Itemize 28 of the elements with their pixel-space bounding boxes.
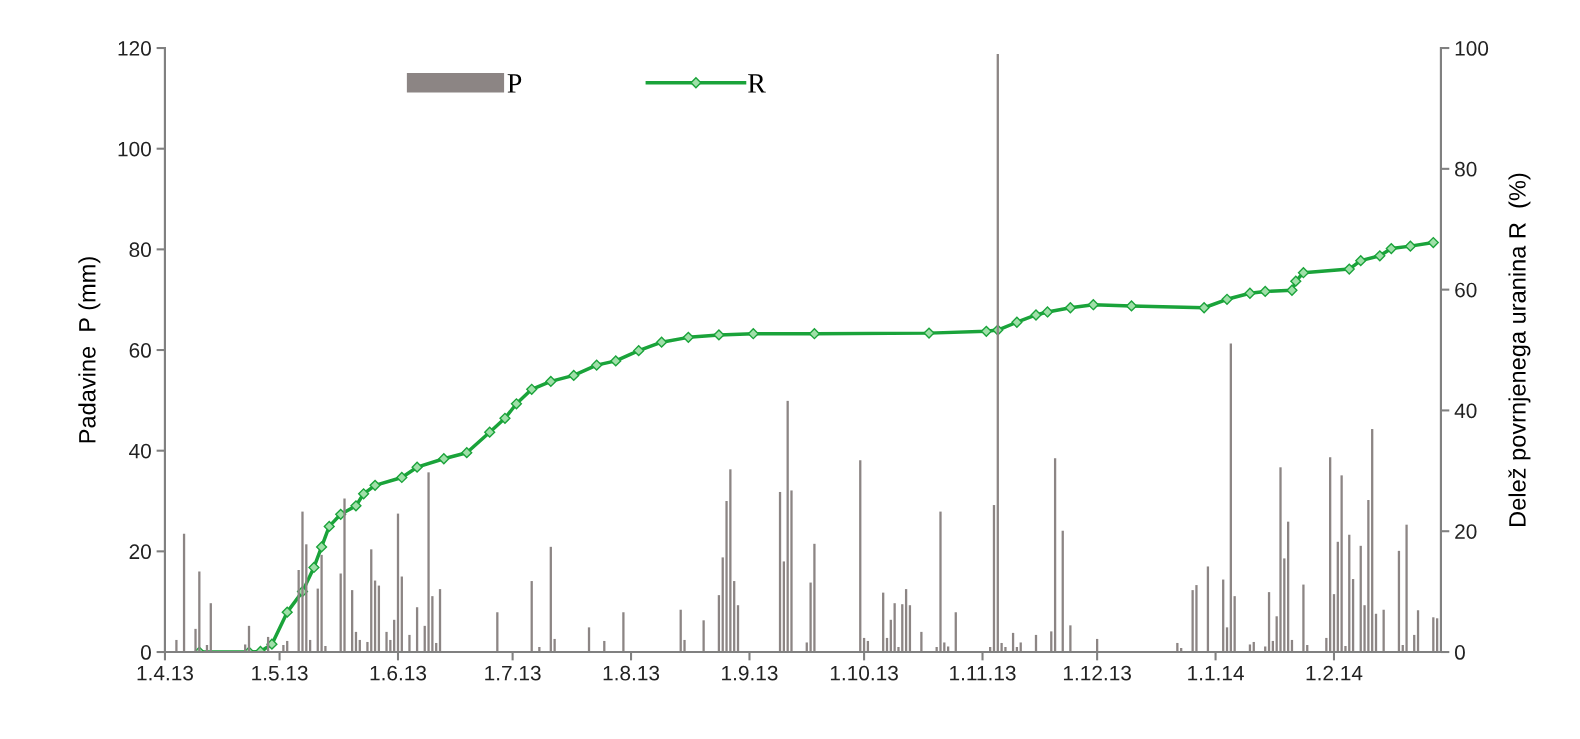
y2-tick-label: 0: [1454, 645, 1465, 660]
y-tick-label: 120: [118, 41, 151, 56]
x-tick-label: 1.1.14: [1188, 665, 1244, 681]
x-tick-label: 1.10.13: [830, 665, 898, 681]
y2-axis-title: Delež povrnjenega uranina R (%): [1508, 173, 1531, 526]
y-tick-label: 20: [129, 544, 151, 560]
x-tick-label: 1.8.13: [603, 665, 660, 681]
y-tick-label: 60: [129, 343, 151, 358]
x-tick-label: 1.7.13: [485, 665, 541, 681]
x-tick-label: 1.12.13: [1063, 665, 1131, 681]
y2-tick-label: 100: [1455, 41, 1489, 56]
y-tick-label: 0: [140, 645, 151, 660]
y2-tick-label: 80: [1455, 161, 1477, 177]
x-tick-label: 1.11.13: [950, 665, 1016, 681]
legend-label: P: [507, 74, 522, 93]
x-tick-label: 1.4.13: [137, 665, 193, 681]
y-tick-label: 100: [118, 141, 151, 157]
legend-label: R: [748, 74, 766, 93]
x-tick-label: 1.5.13: [252, 665, 308, 681]
y-tick-label: 40: [129, 443, 151, 459]
y2-tick-label: 40: [1454, 403, 1477, 419]
y2-tick-label: 60: [1455, 282, 1477, 298]
y-axis-title: Padavine P (mm): [78, 257, 101, 443]
y2-tick-label: 20: [1455, 524, 1477, 539]
y-tick-label: 80: [129, 242, 151, 258]
x-tick-label: 1.2.14: [1306, 665, 1363, 681]
x-tick-label: 1.9.13: [722, 665, 778, 681]
x-tick-label: 1.6.13: [370, 665, 427, 681]
